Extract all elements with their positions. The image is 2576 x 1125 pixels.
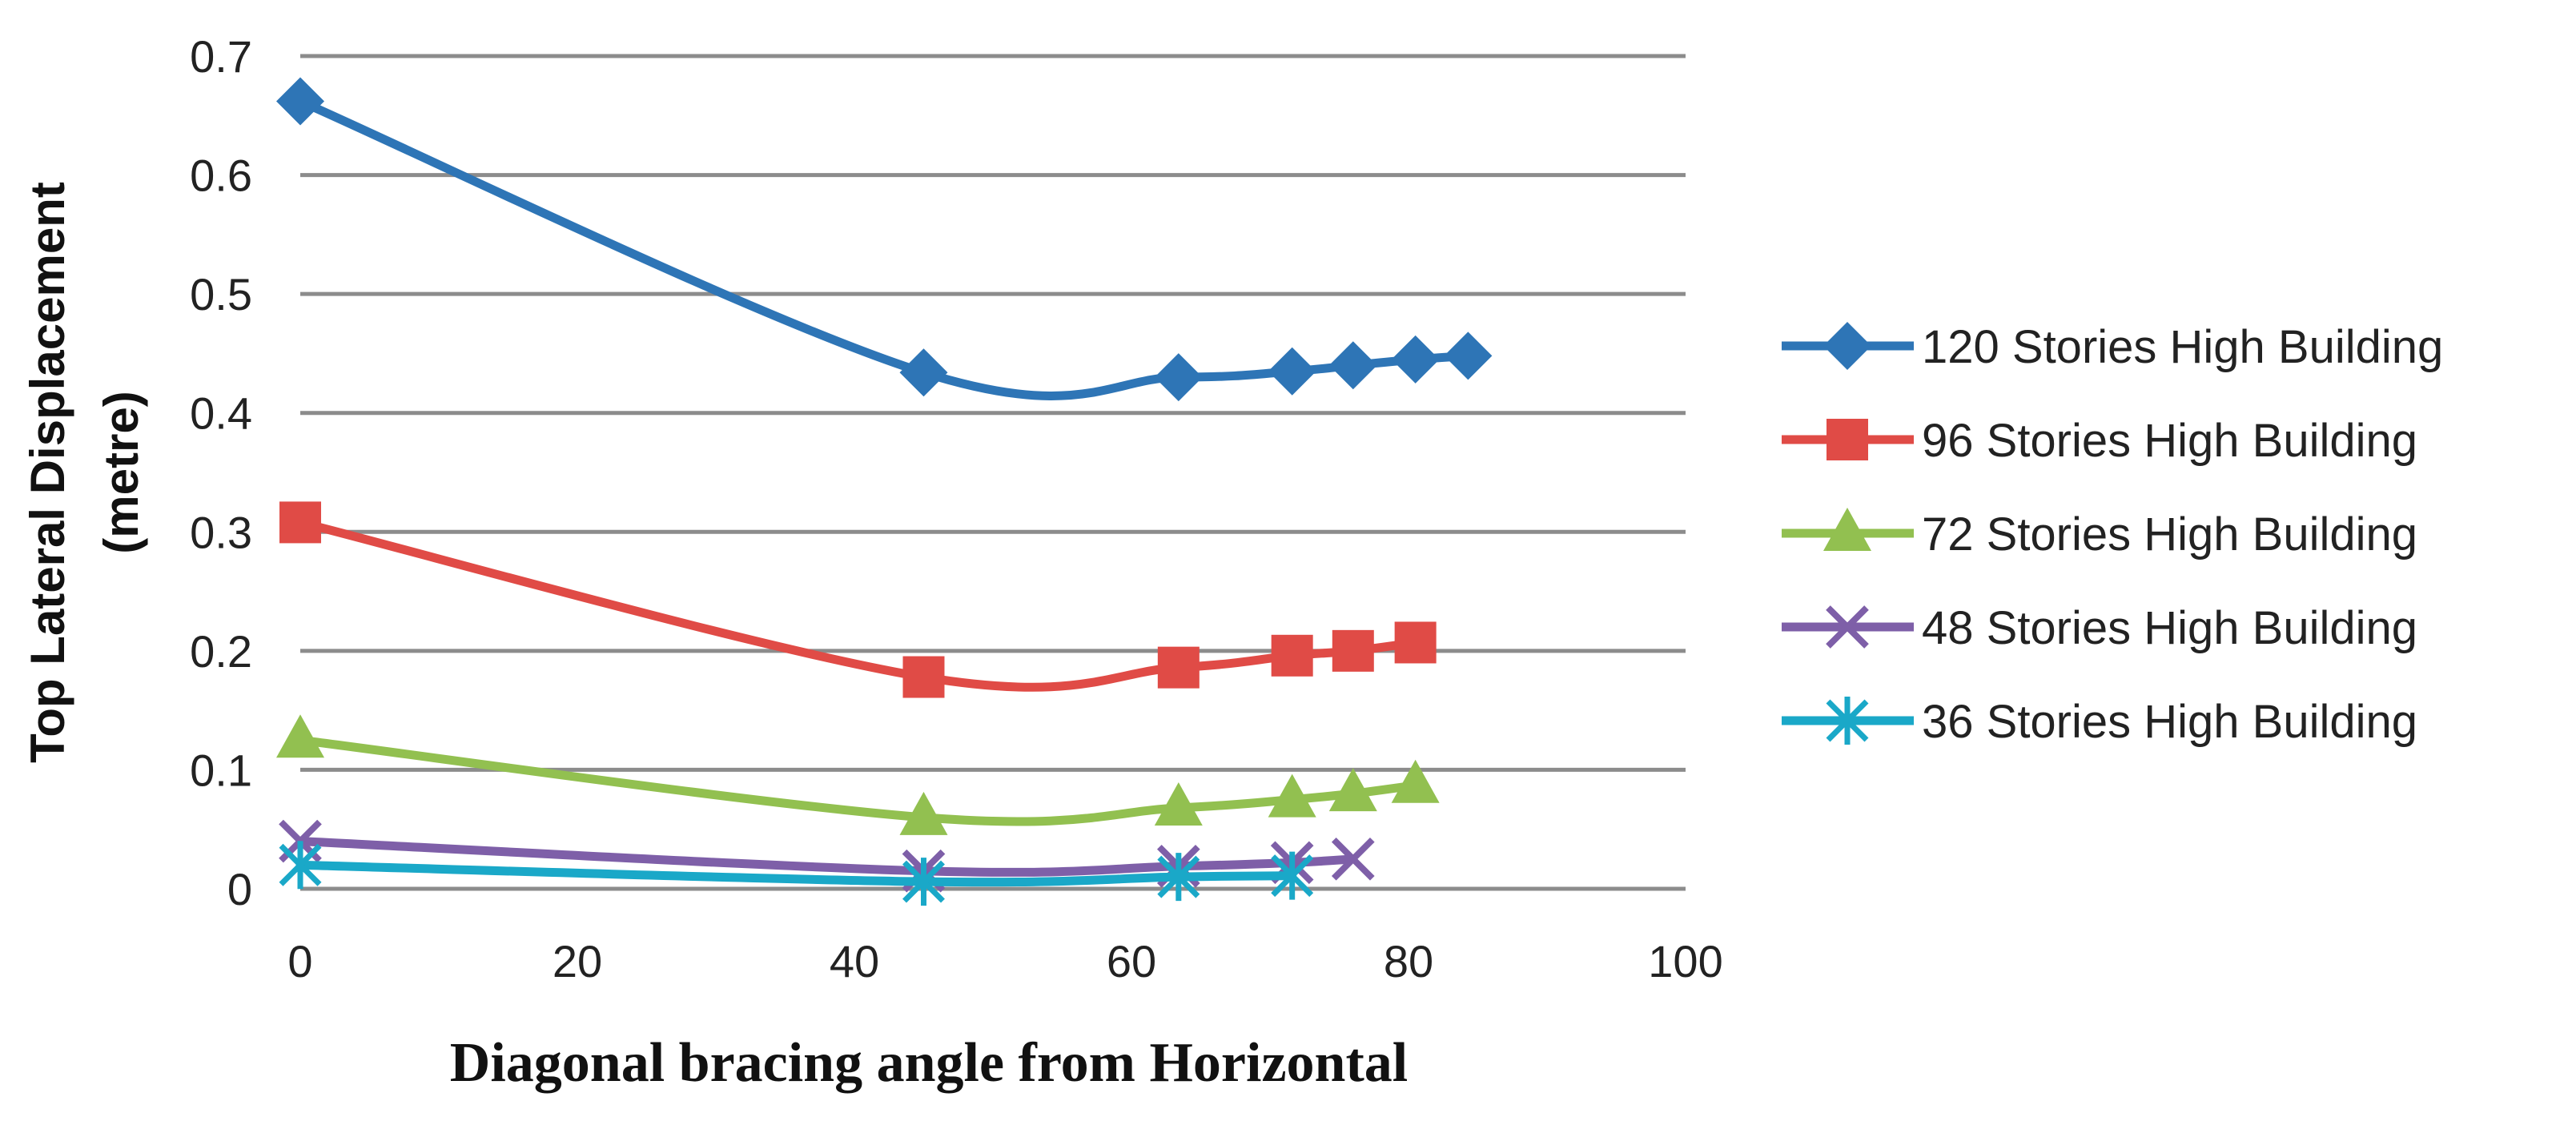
data-point-marker [1391,759,1440,803]
y-axis-label-line-2: (metre) [94,391,148,553]
data-point-marker [1391,335,1440,384]
axes: 0 0.1 0.2 0.3 0.4 0.5 0.6 0.7 0 20 40 60 80 100 [190,31,1723,986]
data-point-marker [902,858,945,906]
data-point-marker [1268,773,1316,818]
x-tick-label: 100 [1648,936,1722,986]
legend-marker [1823,508,1871,551]
series-line [295,860,1297,887]
legend-label: 36 Stories High Building [1922,696,2417,748]
data-point-marker [279,501,321,544]
data-point-marker [899,791,948,835]
series-line [295,735,1421,826]
data-point-marker [1328,341,1377,390]
x-tick-label: 0 [287,936,312,986]
series-5 [279,841,1314,906]
series-2 [279,501,1437,698]
legend-label: 96 Stories High Building [1922,415,2417,467]
data-point-marker [1157,646,1200,689]
data-point-marker [1444,331,1493,380]
legend-label: 48 Stories High Building [1922,602,2417,654]
data-point-marker [279,841,322,890]
y-tick-label: 0.4 [190,388,252,439]
series-group [276,77,1493,906]
legend-marker [1827,419,1868,460]
y-axis-label-line-1: Top Lateral Displacement [21,182,74,763]
data-point-marker [902,656,945,698]
data-point-marker [1332,629,1374,672]
legend-entry: 120 Stories High Building [1782,321,2443,373]
y-tick-label: 0.3 [190,507,252,557]
legend-marker [1826,605,1869,649]
legend-entry: 72 Stories High Building [1782,508,2417,560]
data-point-marker [1394,621,1437,664]
x-axis-label: Diagonal bracing angle from Horizontal [450,1032,1408,1094]
y-tick-label: 0.6 [190,151,252,201]
legend-label: 72 Stories High Building [1922,508,2417,560]
legend-marker [1823,322,1871,370]
data-point-marker [1154,353,1203,402]
legend-entry: 36 Stories High Building [1782,696,2417,748]
data-point-marker [1271,634,1313,677]
series-line [295,517,1421,692]
legend: 120 Stories High Building 96 Stories High… [1782,321,2443,748]
y-tick-label: 0 [227,864,252,914]
x-tick-label: 20 [553,936,602,986]
y-tick-label: 0.2 [190,626,252,677]
legend-label: 120 Stories High Building [1922,321,2443,373]
x-tick-label: 80 [1384,936,1433,986]
data-point-marker [276,714,324,758]
x-tick-label: 40 [830,936,879,986]
legend-entry: 96 Stories High Building [1782,415,2417,467]
data-point-marker [1154,781,1203,826]
x-tick-label: 60 [1107,936,1156,986]
legend-entry: 48 Stories High Building [1782,602,2417,654]
data-point-marker [1268,347,1316,396]
data-point-marker [276,77,324,126]
series-4 [279,819,1375,893]
data-point-marker [1271,851,1314,900]
series-1 [276,77,1493,402]
y-tick-label: 0.7 [190,31,252,82]
data-point-marker [1331,838,1375,881]
legend-marker-stroke [1826,605,1869,649]
y-tick-label: 0.1 [190,745,252,795]
y-tick-label: 0.5 [190,269,252,319]
data-point-marker [1328,768,1377,812]
legend-marker [1826,697,1869,745]
series-3 [276,714,1440,835]
data-point-marker-stroke [1331,838,1375,881]
data-point-marker [899,348,948,397]
data-point-marker [1157,853,1200,902]
